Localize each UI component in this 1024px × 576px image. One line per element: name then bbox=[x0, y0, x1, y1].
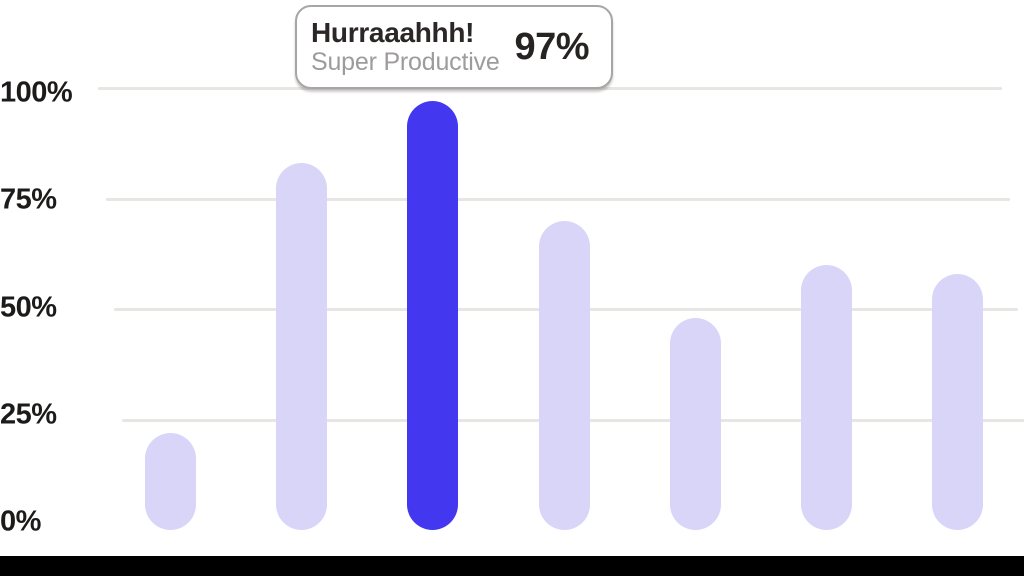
bar-5[interactable] bbox=[670, 318, 721, 530]
tooltip: Hurraaahhh! Super Productive 97% bbox=[295, 5, 613, 89]
bar-7[interactable] bbox=[932, 274, 983, 530]
bar-1[interactable] bbox=[145, 433, 196, 530]
y-axis-label-50: 50% bbox=[0, 291, 57, 324]
bar-6[interactable] bbox=[801, 265, 852, 530]
gridline-75 bbox=[106, 197, 1010, 201]
y-axis-label-25: 25% bbox=[0, 398, 57, 431]
bar-2[interactable] bbox=[276, 163, 327, 530]
tooltip-title: Hurraaahhh! bbox=[311, 17, 475, 49]
y-axis-label-0: 0% bbox=[0, 505, 41, 538]
tooltip-text-block: Hurraaahhh! Super Productive bbox=[311, 17, 500, 77]
bar-4[interactable] bbox=[539, 221, 590, 530]
bottom-strip bbox=[0, 556, 1024, 576]
y-axis-label-75: 75% bbox=[0, 183, 57, 216]
bar-highlighted[interactable] bbox=[407, 101, 458, 530]
y-axis-label-100: 100% bbox=[0, 76, 73, 109]
tooltip-subtitle: Super Productive bbox=[311, 48, 500, 77]
tooltip-value: 97% bbox=[514, 25, 589, 68]
